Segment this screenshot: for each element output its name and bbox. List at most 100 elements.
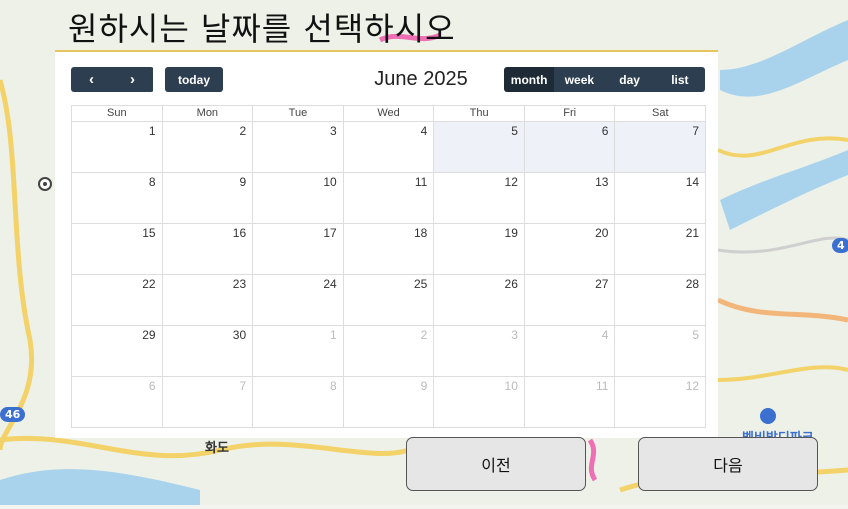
day-number: 4 <box>420 124 428 138</box>
weekday-header: Fri <box>523 106 615 121</box>
next-step-button[interactable]: 다음 <box>638 437 818 491</box>
view-day-button[interactable]: day <box>604 67 655 92</box>
weekday-header: Sun <box>107 107 127 119</box>
day-cell-other-month[interactable]: 3 <box>433 326 524 376</box>
day-number: 19 <box>504 226 518 240</box>
day-number: 23 <box>232 277 247 291</box>
today-button[interactable]: today <box>165 67 223 92</box>
road-badge: 46 <box>0 407 26 422</box>
day-number: 24 <box>323 277 337 291</box>
day-number: 9 <box>239 175 247 189</box>
day-cell[interactable]: 25 <box>342 275 434 325</box>
day-cell-other-month[interactable]: 7 <box>161 377 253 427</box>
calendar-month-title: June 2025 <box>374 68 468 90</box>
day-cell-other-month[interactable]: 11 <box>523 377 615 427</box>
day-cell[interactable]: 29 <box>72 326 162 376</box>
day-cell[interactable]: 28 <box>614 275 705 325</box>
day-cell[interactable]: 26 <box>433 275 524 325</box>
day-cell-other-month[interactable]: 9 <box>342 377 434 427</box>
day-cell-other-month[interactable]: 2 <box>342 326 434 376</box>
day-number: 25 <box>413 277 428 291</box>
day-cell-other-month[interactable]: 10 <box>433 377 524 427</box>
weekday-header: Thu <box>433 106 524 121</box>
day-cell[interactable]: 14 <box>614 173 705 223</box>
weekday-header: Mon <box>161 106 253 121</box>
view-month-button[interactable]: month <box>504 67 555 92</box>
day-cell[interactable]: 17 <box>252 224 343 274</box>
week-row: 1 2 3 4 5 6 7 <box>72 122 706 173</box>
day-cell[interactable]: 4 <box>342 122 434 172</box>
day-cell[interactable]: 24 <box>252 275 343 325</box>
day-number: 6 <box>148 379 156 393</box>
chevron-left-icon: ‹ <box>89 71 94 88</box>
view-list-button[interactable]: list <box>654 67 705 92</box>
view-switcher: month week day list <box>504 67 705 92</box>
day-cell-other-month[interactable]: 6 <box>72 377 162 427</box>
day-cell[interactable]: 13 <box>523 173 615 223</box>
day-number: 28 <box>685 277 700 291</box>
day-number: 12 <box>504 175 518 189</box>
day-cell[interactable]: 15 <box>72 224 162 274</box>
weekday-header: Wed <box>342 106 434 121</box>
day-number: 5 <box>511 124 518 138</box>
day-cell[interactable]: 8 <box>72 173 162 223</box>
day-number: 14 <box>685 175 700 189</box>
day-number: 2 <box>420 328 428 342</box>
day-number: 3 <box>511 328 518 342</box>
day-cell-other-month[interactable]: 8 <box>252 377 343 427</box>
day-cell[interactable]: 10 <box>252 173 343 223</box>
day-cell[interactable]: 12 <box>433 173 524 223</box>
day-cell[interactable]: 27 <box>523 275 615 325</box>
day-number: 5 <box>692 328 700 342</box>
prev-month-button[interactable]: ‹ <box>71 67 112 92</box>
day-cell-other-month[interactable]: 5 <box>614 326 705 376</box>
day-cell[interactable]: 1 <box>72 122 162 172</box>
day-cell-other-month[interactable]: 1 <box>252 326 343 376</box>
day-cell-highlighted[interactable]: 7 <box>614 122 706 172</box>
week-row: 29 30 1 2 3 4 5 <box>72 326 705 377</box>
day-cell[interactable]: 21 <box>614 224 705 274</box>
weekday-header-row: Sun Mon Tue Wed Thu Fri Sat <box>72 106 705 122</box>
day-number: 15 <box>142 226 156 240</box>
day-number: 11 <box>596 379 609 393</box>
day-cell[interactable]: 18 <box>342 224 434 274</box>
day-cell[interactable]: 2 <box>161 122 253 172</box>
day-cell[interactable]: 22 <box>72 275 162 325</box>
weekday-header: Tue <box>252 106 343 121</box>
day-number: 21 <box>685 226 700 240</box>
next-month-button[interactable]: › <box>112 67 153 92</box>
day-number: 17 <box>323 226 337 240</box>
day-cell[interactable]: 23 <box>161 275 253 325</box>
day-number: 30 <box>232 328 247 342</box>
view-week-button[interactable]: week <box>554 67 605 92</box>
day-number: 1 <box>148 124 156 138</box>
day-number: 8 <box>148 175 156 189</box>
day-number: 22 <box>142 277 156 291</box>
day-cell-highlighted[interactable]: 6 <box>523 122 615 172</box>
page-title: 원하시는 날짜를 선택하시오 <box>68 10 456 48</box>
day-number: 20 <box>595 226 609 240</box>
day-cell[interactable]: 30 <box>161 326 253 376</box>
calendar-grid: Sun Mon Tue Wed Thu Fri Sat 1 2 3 4 5 6 … <box>71 105 706 428</box>
day-cell-highlighted[interactable]: 5 <box>433 122 524 172</box>
road-badge: 4 <box>832 238 848 253</box>
chevron-right-icon: › <box>130 71 135 88</box>
day-number: 10 <box>323 175 337 189</box>
day-number: 26 <box>504 277 518 291</box>
day-cell[interactable]: 20 <box>523 224 615 274</box>
day-cell[interactable]: 3 <box>252 122 343 172</box>
day-number: 11 <box>414 175 428 189</box>
day-number: 9 <box>420 379 428 393</box>
previous-step-button[interactable]: 이전 <box>406 437 586 491</box>
day-cell-other-month[interactable]: 4 <box>523 326 615 376</box>
day-cell[interactable]: 16 <box>161 224 253 274</box>
day-cell-other-month[interactable]: 12 <box>614 377 705 427</box>
prev-next-group: ‹ › <box>71 67 154 92</box>
day-cell[interactable]: 9 <box>161 173 253 223</box>
day-cell[interactable]: 19 <box>433 224 524 274</box>
day-cell[interactable]: 11 <box>342 173 434 223</box>
day-number: 13 <box>595 175 609 189</box>
week-row: 15 16 17 18 19 20 21 <box>72 224 705 275</box>
day-number: 16 <box>232 226 247 240</box>
day-number: 10 <box>504 379 518 393</box>
